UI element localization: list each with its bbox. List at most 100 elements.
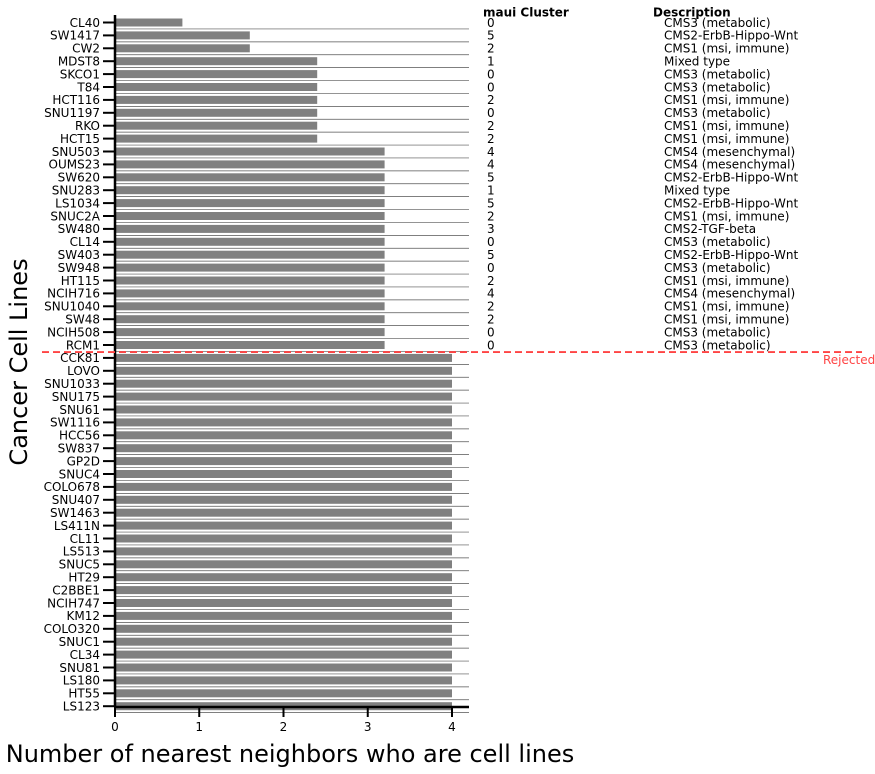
cluster-value: 2 bbox=[487, 313, 495, 327]
bar-cl14 bbox=[115, 237, 385, 246]
bar-snu407 bbox=[115, 495, 452, 504]
y-tick-label: HCT116 bbox=[52, 93, 100, 107]
y-tick-label: SNUC5 bbox=[59, 558, 100, 572]
y-tick-label: CL11 bbox=[70, 532, 100, 546]
description-header: Description bbox=[653, 6, 731, 20]
description-value: CMS1 (msi, immune) bbox=[664, 42, 789, 56]
y-tick-label: SNUC1 bbox=[59, 635, 100, 649]
y-tick-label: SW837 bbox=[58, 442, 100, 456]
y-tick-label: SNU503 bbox=[52, 145, 100, 159]
y-tick-label: KM12 bbox=[67, 609, 101, 623]
bar-ht115 bbox=[115, 276, 385, 285]
description-value: CMS2-ErbB-Hippo-Wnt bbox=[664, 29, 798, 43]
y-tick-label: HT55 bbox=[68, 687, 100, 701]
bar-snuc4 bbox=[115, 470, 452, 478]
y-tick-label: NCIH747 bbox=[47, 596, 100, 610]
description-value: CMS4 (mesenchymal) bbox=[664, 145, 795, 159]
y-tick-label: LS513 bbox=[63, 545, 100, 559]
bar-ls513 bbox=[115, 547, 452, 556]
description-value: CMS2-ErbB-Hippo-Wnt bbox=[664, 196, 798, 210]
y-tick-label: HCT15 bbox=[60, 132, 100, 146]
description-value: CMS1 (msi, immune) bbox=[664, 209, 789, 223]
y-tick-label: HT29 bbox=[68, 571, 100, 585]
description-value: CMS3 (metabolic) bbox=[664, 106, 771, 120]
bar-hcc56 bbox=[115, 431, 452, 440]
cluster-value: 2 bbox=[487, 93, 495, 107]
description-value: CMS3 (metabolic) bbox=[664, 338, 771, 352]
bar-ls180 bbox=[115, 676, 452, 685]
bar-sw480 bbox=[115, 224, 385, 233]
description-value: CMS3 (metabolic) bbox=[664, 325, 771, 339]
y-tick-label: SKCO1 bbox=[60, 67, 100, 81]
y-tick-label: CL14 bbox=[70, 235, 100, 249]
bar-ncih716 bbox=[115, 289, 385, 298]
bar-colo320 bbox=[115, 624, 452, 633]
y-tick-label: MDST8 bbox=[58, 55, 100, 69]
bar-sw403 bbox=[115, 250, 385, 259]
cluster-value: 4 bbox=[487, 158, 495, 172]
description-value: CMS3 (metabolic) bbox=[664, 67, 771, 81]
cluster-value: 2 bbox=[487, 274, 495, 288]
bar-skco1 bbox=[115, 70, 318, 79]
bar-snu61 bbox=[115, 405, 452, 414]
cluster-value: 5 bbox=[487, 196, 495, 210]
bar-rcm1 bbox=[115, 341, 385, 349]
description-value: CMS2-ErbB-Hippo-Wnt bbox=[664, 171, 798, 185]
y-tick-label: LS1034 bbox=[55, 196, 100, 210]
y-tick-labels: CL40SW1417CW2MDST8SKCO1T84HCT116SNU1197R… bbox=[44, 16, 101, 714]
cluster-value: 5 bbox=[487, 248, 495, 262]
bar-snuc5 bbox=[115, 560, 452, 569]
y-tick-label: SNUC4 bbox=[59, 467, 100, 481]
x-tick-label: 3 bbox=[364, 720, 372, 734]
cluster-value: 0 bbox=[487, 325, 495, 339]
cluster-value: 4 bbox=[487, 145, 495, 159]
description-value: CMS1 (msi, immune) bbox=[664, 132, 789, 146]
bar-ncih747 bbox=[115, 599, 452, 607]
bar-oums23 bbox=[115, 160, 385, 169]
bar-snu1197 bbox=[115, 108, 318, 117]
cluster-value: 0 bbox=[487, 67, 495, 81]
y-tick-label: SW480 bbox=[58, 222, 100, 236]
y-tick-label: SNU407 bbox=[52, 493, 100, 507]
y-tick-label: SNU61 bbox=[59, 403, 100, 417]
x-tick-label: 2 bbox=[280, 720, 288, 734]
bar-sw948 bbox=[115, 263, 385, 272]
y-tick-label: SW1417 bbox=[50, 29, 100, 43]
bar-cl34 bbox=[115, 650, 452, 659]
description-value: CMS3 (metabolic) bbox=[664, 16, 771, 30]
cluster-value: 0 bbox=[487, 80, 495, 94]
cluster-value: 5 bbox=[487, 29, 495, 43]
y-tick-label: SW948 bbox=[58, 261, 100, 275]
description-value: CMS2-TGF-beta bbox=[664, 222, 756, 236]
y-tick-label: CL34 bbox=[70, 648, 100, 662]
x-axis-title: Number of nearest neighbors who are cell… bbox=[6, 740, 574, 768]
bar-hct15 bbox=[115, 134, 318, 143]
y-tick-label: LOVO bbox=[67, 364, 100, 378]
bar-snu283 bbox=[115, 186, 385, 195]
y-tick-label: SNUC2A bbox=[50, 209, 100, 223]
bar-cl11 bbox=[115, 534, 452, 543]
description-value: Mixed type bbox=[664, 55, 730, 69]
bar-colo678 bbox=[115, 482, 452, 491]
bar-sw48 bbox=[115, 315, 385, 324]
description-value: CMS1 (msi, immune) bbox=[664, 313, 789, 327]
y-tick-label: SW1116 bbox=[50, 416, 100, 430]
y-tick-label: RCM1 bbox=[66, 338, 100, 352]
bar-ls1034 bbox=[115, 199, 385, 208]
y-axis-title: Cancer Cell Lines bbox=[5, 258, 33, 465]
cluster-value: 2 bbox=[487, 300, 495, 314]
y-tick-label: NCIH508 bbox=[47, 325, 100, 339]
cluster-value: 0 bbox=[487, 16, 495, 30]
description-value: CMS3 (metabolic) bbox=[664, 261, 771, 275]
bar-rko bbox=[115, 121, 318, 130]
cluster-value: 1 bbox=[487, 184, 495, 198]
y-tick-label: OUMS23 bbox=[49, 158, 100, 172]
rejection-threshold: Rejected bbox=[42, 351, 875, 367]
bar-snu503 bbox=[115, 147, 385, 156]
bar-ht55 bbox=[115, 689, 452, 698]
bar-hct116 bbox=[115, 95, 318, 104]
x-tick-label: 0 bbox=[111, 720, 119, 734]
y-tick-label: RKO bbox=[75, 119, 100, 133]
bar-sw837 bbox=[115, 444, 452, 453]
